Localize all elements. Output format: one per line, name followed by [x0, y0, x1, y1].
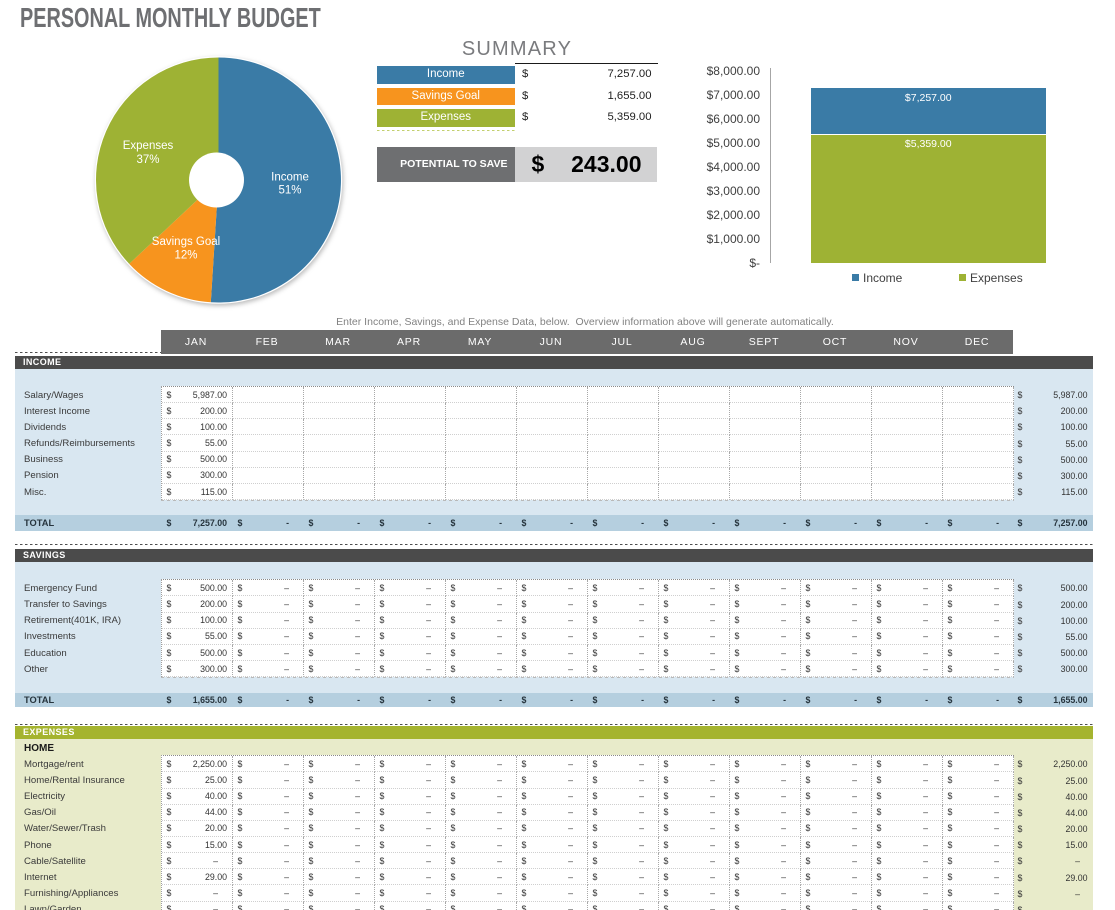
svg-text:37%: 37%	[136, 154, 159, 166]
svg-text:Income: Income	[271, 172, 309, 184]
svg-text:51%: 51%	[278, 184, 301, 196]
svg-text:Savings Goal: Savings Goal	[152, 236, 220, 248]
svg-text:12%: 12%	[174, 250, 197, 262]
svg-text:Expenses: Expenses	[123, 140, 174, 152]
